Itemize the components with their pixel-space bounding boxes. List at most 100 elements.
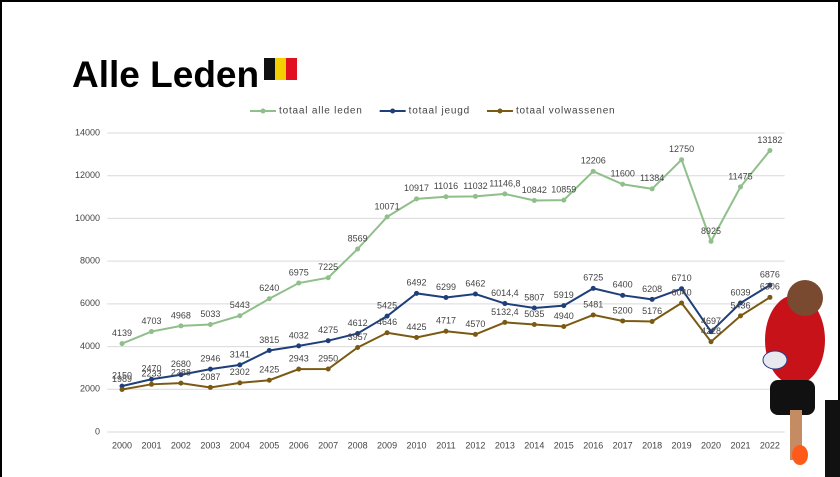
point: [384, 330, 390, 336]
y-tick-label: 0: [95, 426, 100, 436]
x-tick-label: 2013: [495, 440, 515, 450]
point: [207, 366, 213, 372]
point: [443, 194, 449, 200]
point: [296, 366, 302, 372]
x-tick-label: 2022: [760, 440, 780, 450]
point: [531, 305, 537, 311]
data-label: 6208: [642, 284, 662, 294]
data-label: 4425: [407, 322, 427, 332]
point: [767, 147, 773, 153]
point: [620, 292, 626, 298]
point: [266, 377, 272, 383]
data-label: 4703: [141, 316, 161, 326]
point: [708, 329, 714, 335]
x-tick-label: 2003: [200, 440, 220, 450]
point: [119, 383, 125, 389]
point: [325, 275, 331, 281]
data-label: 1989: [112, 374, 132, 384]
x-tick-label: 2005: [259, 440, 279, 450]
point: [296, 280, 302, 286]
data-label: 2302: [230, 367, 250, 377]
data-label: 6876: [760, 270, 780, 280]
data-label: 6306: [760, 282, 780, 292]
data-label: 13182: [757, 135, 782, 145]
point: [767, 282, 773, 288]
point: [148, 329, 154, 335]
x-tick-label: 2011: [436, 440, 455, 450]
point: [178, 380, 184, 386]
x-tick-label: 2018: [642, 440, 662, 450]
data-label: 12750: [669, 144, 694, 154]
data-label: 8925: [701, 226, 721, 236]
point: [472, 331, 478, 337]
point: [679, 286, 685, 292]
x-tick-label: 2016: [583, 440, 603, 450]
point: [737, 300, 743, 306]
data-label: 2950: [318, 353, 338, 363]
point: [708, 238, 714, 244]
data-label: 2150: [112, 370, 132, 380]
data-label: 4275: [318, 325, 338, 335]
legend-marker: [260, 108, 266, 114]
data-label: 4228: [701, 326, 721, 336]
point: [531, 197, 537, 203]
point: [355, 344, 361, 350]
data-label: 12206: [581, 156, 606, 166]
legend-label: totaal volwassenen: [516, 106, 615, 117]
point: [561, 197, 567, 203]
data-label: 5436: [730, 300, 750, 310]
data-label: 10842: [522, 185, 547, 195]
x-tick-label: 2019: [672, 440, 692, 450]
data-label: 3141: [230, 349, 250, 359]
point: [148, 381, 154, 387]
data-label: 2680: [171, 359, 191, 369]
x-tick-label: 2009: [377, 440, 397, 450]
point: [414, 290, 420, 296]
x-tick-label: 2007: [318, 440, 338, 450]
x-tick-label: 2020: [701, 440, 721, 450]
point: [649, 186, 655, 192]
flag: [264, 58, 297, 80]
data-label: 6400: [613, 280, 633, 290]
point: [119, 341, 125, 347]
data-label: 2470: [141, 364, 161, 374]
data-label: 5132,4: [491, 307, 519, 317]
data-label: 4940: [554, 311, 574, 321]
point: [531, 321, 537, 327]
data-label: 2087: [200, 372, 220, 382]
point: [207, 322, 213, 328]
point: [561, 323, 567, 329]
point: [384, 313, 390, 319]
data-label: 8569: [348, 233, 368, 243]
data-label: 6299: [436, 282, 456, 292]
y-tick-label: 8000: [80, 256, 100, 266]
point: [443, 294, 449, 300]
point: [590, 312, 596, 318]
point: [266, 348, 272, 354]
point: [414, 196, 420, 202]
data-label: 10917: [404, 183, 429, 193]
data-label: 11146,8: [489, 178, 520, 188]
y-tick-label: 4000: [80, 341, 100, 351]
point: [590, 285, 596, 291]
point: [737, 313, 743, 319]
point: [207, 384, 213, 390]
data-label: 5035: [524, 309, 544, 319]
data-label: 11600: [610, 169, 634, 179]
x-tick-label: 2010: [407, 440, 427, 450]
y-tick-label: 10000: [75, 213, 100, 223]
x-tick-label: 2014: [524, 440, 544, 450]
point: [148, 376, 154, 382]
point: [502, 301, 508, 307]
point: [649, 318, 655, 324]
x-tick-label: 2015: [554, 440, 574, 450]
point: [620, 181, 626, 187]
point: [178, 323, 184, 329]
point: [561, 303, 567, 309]
chart-title: Alle Leden: [72, 54, 259, 95]
point: [679, 300, 685, 306]
data-label: 4646: [377, 317, 397, 327]
point: [443, 328, 449, 334]
